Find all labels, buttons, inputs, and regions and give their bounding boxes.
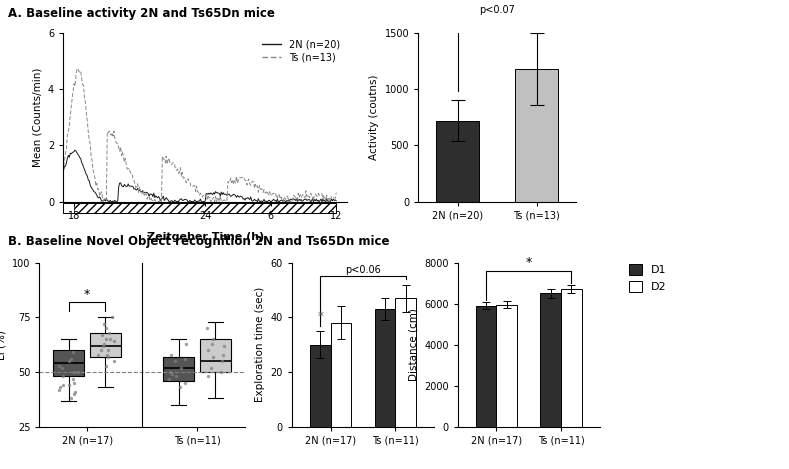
Point: [164, 368, 177, 376]
Bar: [476, 306, 496, 427]
PathPatch shape: [163, 357, 194, 381]
Point: [214, 368, 226, 376]
Point: [107, 338, 120, 345]
PathPatch shape: [200, 339, 230, 372]
Point: [99, 335, 112, 343]
Point: [100, 325, 113, 332]
Point: [202, 373, 215, 380]
Point: [218, 342, 230, 349]
Point: [180, 340, 193, 348]
Point: [67, 348, 80, 356]
Text: p<0.06: p<0.06: [345, 265, 381, 275]
Point: [57, 373, 69, 380]
Point: [207, 353, 219, 361]
Point: [65, 355, 77, 363]
Point: [106, 314, 118, 321]
Bar: [310, 345, 331, 427]
Point: [52, 362, 65, 369]
Point: [179, 355, 192, 363]
Point: [53, 386, 65, 393]
Point: [95, 331, 108, 339]
Text: A. Baseline activity 2N and Ts65Dn mice: A. Baseline activity 2N and Ts65Dn mice: [8, 7, 275, 20]
Text: *: *: [525, 256, 532, 269]
Point: [98, 320, 110, 328]
Point: [72, 368, 84, 376]
Bar: [514, 69, 558, 202]
Point: [68, 368, 80, 376]
Bar: [436, 121, 479, 202]
Point: [200, 325, 213, 332]
Y-axis label: Distance (cm): Distance (cm): [409, 308, 418, 381]
Point: [98, 340, 110, 348]
Bar: [496, 305, 517, 427]
Point: [56, 381, 69, 389]
Point: [102, 353, 114, 361]
Point: [174, 384, 186, 391]
Point: [166, 371, 179, 378]
Point: [207, 335, 219, 343]
Point: [164, 351, 177, 358]
Point: [102, 347, 114, 354]
Point: [103, 335, 116, 343]
Text: *: *: [84, 288, 90, 301]
Point: [107, 357, 120, 365]
Bar: [540, 294, 561, 427]
Point: [62, 357, 75, 365]
Text: *: *: [317, 310, 323, 323]
Point: [103, 329, 115, 336]
Point: [99, 362, 112, 369]
Point: [66, 375, 79, 382]
Bar: [561, 289, 581, 427]
Point: [179, 379, 192, 387]
Point: [95, 347, 107, 354]
Y-axis label: LI (%): LI (%): [0, 330, 6, 360]
Y-axis label: Mean (Counts/min): Mean (Counts/min): [32, 68, 43, 167]
Bar: [395, 298, 416, 427]
Y-axis label: Exploration time (sec): Exploration time (sec): [255, 287, 265, 402]
Point: [56, 364, 69, 371]
Point: [101, 351, 114, 358]
Legend: D1, D2: D1, D2: [629, 264, 667, 292]
Point: [69, 388, 81, 395]
Point: [175, 364, 188, 371]
PathPatch shape: [90, 333, 121, 357]
Bar: [375, 309, 395, 427]
PathPatch shape: [54, 350, 84, 377]
Text: B. Baseline Novel Object recognition 2N and Ts65Dn mice: B. Baseline Novel Object recognition 2N …: [8, 234, 390, 248]
Point: [62, 381, 75, 389]
Point: [168, 357, 181, 365]
Point: [205, 340, 218, 348]
Point: [170, 373, 182, 380]
Point: [205, 364, 218, 371]
Point: [96, 342, 109, 349]
Legend: 2N (n=20), Ts (n=13): 2N (n=20), Ts (n=13): [260, 38, 342, 65]
Point: [215, 357, 228, 365]
Point: [202, 347, 215, 354]
Point: [163, 375, 176, 382]
Point: [68, 390, 80, 398]
Text: p<0.07: p<0.07: [479, 5, 515, 15]
Point: [68, 379, 80, 387]
Point: [54, 384, 66, 391]
Point: [65, 394, 78, 402]
Bar: [331, 323, 351, 427]
Y-axis label: Activity (coutns): Activity (coutns): [369, 75, 379, 160]
Point: [92, 351, 104, 358]
X-axis label: Zeitgeber Time (h): Zeitgeber Time (h): [147, 232, 264, 242]
Point: [217, 351, 230, 358]
